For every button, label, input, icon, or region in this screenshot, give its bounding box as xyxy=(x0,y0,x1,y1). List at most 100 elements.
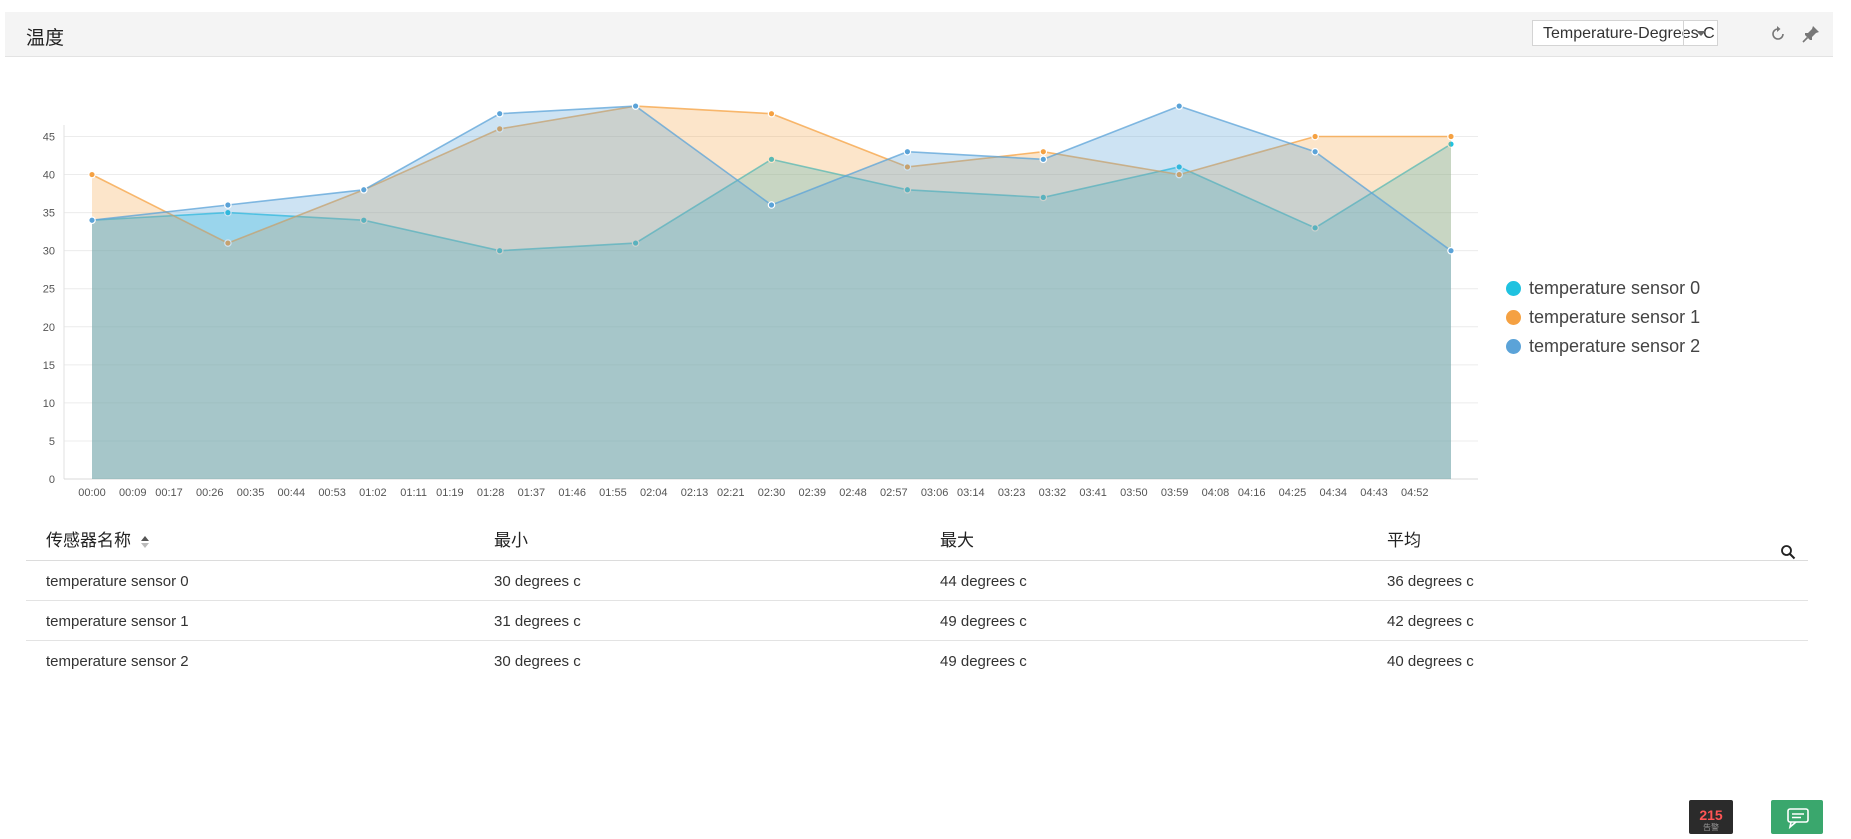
x-tick-label: 00:26 xyxy=(196,487,224,499)
column-header-avg: 平均 xyxy=(1387,531,1421,550)
cell-max: 44 degrees c xyxy=(940,573,1027,590)
x-tick-label: 02:30 xyxy=(758,487,786,499)
alarm-label: 告警 xyxy=(1703,823,1719,832)
data-point[interactable] xyxy=(224,239,232,247)
x-tick-label: 01:19 xyxy=(436,487,464,499)
data-point[interactable] xyxy=(1039,147,1048,156)
table-header-row: 传感器名称 最小 最大 平均 xyxy=(26,516,1808,561)
y-tick-label: 40 xyxy=(43,170,55,182)
y-tick-label: 30 xyxy=(43,246,55,258)
data-point[interactable] xyxy=(1447,246,1455,255)
legend-item[interactable]: temperature sensor 1 xyxy=(1506,303,1700,332)
cell-sensor-name: temperature sensor 0 xyxy=(46,573,189,590)
chevron-down-icon[interactable] xyxy=(1683,21,1717,45)
data-point[interactable] xyxy=(903,185,912,194)
data-point[interactable] xyxy=(767,155,776,164)
x-tick-label: 04:16 xyxy=(1238,487,1266,499)
sensor-stats-table: 传感器名称 最小 最大 平均 temperature sensor 0 30 d… xyxy=(26,516,1808,680)
data-point[interactable] xyxy=(495,109,504,118)
legend-label: temperature sensor 2 xyxy=(1529,336,1701,356)
x-tick-label: 00:00 xyxy=(78,487,106,499)
legend-swatch xyxy=(1506,281,1521,296)
cell-max: 49 degrees c xyxy=(940,653,1027,670)
legend-swatch xyxy=(1506,339,1521,354)
x-tick-label: 02:57 xyxy=(880,487,908,499)
data-point[interactable] xyxy=(224,201,232,209)
data-point[interactable] xyxy=(1175,163,1184,171)
table-row: temperature sensor 1 31 degrees c 49 deg… xyxy=(26,601,1808,641)
x-tick-label: 01:28 xyxy=(477,487,505,499)
data-point[interactable] xyxy=(224,208,232,217)
legend-label: temperature sensor 0 xyxy=(1529,278,1701,298)
data-point[interactable] xyxy=(88,170,96,179)
widget-header: 温度 Temperature-Degrees C xyxy=(5,12,1833,57)
data-point[interactable] xyxy=(495,246,504,255)
cell-avg: 40 degrees c xyxy=(1387,653,1474,670)
x-tick-label: 03:14 xyxy=(957,487,985,499)
y-tick-label: 10 xyxy=(43,398,55,410)
data-point[interactable] xyxy=(1311,132,1319,141)
data-point[interactable] xyxy=(767,201,776,209)
x-tick-label: 03:41 xyxy=(1079,487,1107,499)
data-point[interactable] xyxy=(1311,147,1319,156)
alarm-count-badge[interactable]: 215 告警 xyxy=(1689,800,1733,834)
legend-label: temperature sensor 1 xyxy=(1529,307,1701,327)
data-point[interactable] xyxy=(767,109,776,118)
cell-min: 30 degrees c xyxy=(494,653,581,670)
data-point[interactable] xyxy=(903,147,912,156)
cell-sensor-name: temperature sensor 1 xyxy=(46,613,189,630)
data-point[interactable] xyxy=(1175,170,1184,179)
legend-swatch xyxy=(1506,310,1521,325)
legend-item[interactable]: temperature sensor 0 xyxy=(1506,274,1700,303)
cell-avg: 36 degrees c xyxy=(1387,573,1474,590)
data-point[interactable] xyxy=(1175,102,1184,110)
series-area-2 xyxy=(92,106,1451,479)
cell-min: 31 degrees c xyxy=(494,613,581,630)
chart-legend: temperature sensor 0 temperature sensor 1… xyxy=(1506,274,1700,361)
pin-icon[interactable] xyxy=(1801,24,1821,44)
legend-item[interactable]: temperature sensor 2 xyxy=(1506,332,1700,361)
data-point[interactable] xyxy=(88,216,96,225)
x-tick-label: 03:23 xyxy=(998,487,1026,499)
unit-selector[interactable]: Temperature-Degrees C xyxy=(1532,20,1718,46)
data-point[interactable] xyxy=(631,102,640,110)
y-tick-label: 20 xyxy=(43,322,55,334)
y-tick-label: 45 xyxy=(43,132,55,144)
data-point[interactable] xyxy=(1039,193,1048,202)
column-header-sensor-name[interactable]: 传感器名称 xyxy=(46,526,150,551)
x-tick-label: 04:08 xyxy=(1202,487,1230,499)
y-tick-label: 15 xyxy=(43,360,55,372)
cell-max: 49 degrees c xyxy=(940,613,1027,630)
data-point[interactable] xyxy=(1447,140,1455,148)
y-tick-label: 25 xyxy=(43,284,55,296)
data-point[interactable] xyxy=(359,216,368,225)
x-tick-label: 01:55 xyxy=(599,487,627,499)
refresh-icon[interactable] xyxy=(1768,24,1788,44)
chat-button[interactable] xyxy=(1771,800,1823,834)
data-point[interactable] xyxy=(1039,155,1048,164)
x-tick-label: 03:59 xyxy=(1161,487,1189,499)
series-area-1 xyxy=(92,106,1451,479)
y-tick-label: 0 xyxy=(49,474,55,486)
cell-min: 30 degrees c xyxy=(494,573,581,590)
x-tick-label: 02:21 xyxy=(717,487,745,499)
x-tick-label: 02:04 xyxy=(640,487,668,499)
data-point[interactable] xyxy=(1311,224,1319,232)
alarm-count: 215 xyxy=(1699,807,1723,823)
x-tick-label: 04:52 xyxy=(1401,487,1429,499)
x-tick-label: 00:44 xyxy=(278,487,306,499)
data-point[interactable] xyxy=(903,163,912,171)
x-tick-label: 03:06 xyxy=(921,487,949,499)
x-tick-label: 01:02 xyxy=(359,487,387,499)
column-header-min: 最小 xyxy=(494,531,528,550)
data-point[interactable] xyxy=(359,185,368,194)
data-point[interactable] xyxy=(495,125,504,133)
chat-icon xyxy=(1787,808,1809,830)
column-header-max: 最大 xyxy=(940,531,974,550)
sort-icon[interactable] xyxy=(140,535,150,549)
x-tick-label: 02:48 xyxy=(839,487,867,499)
x-tick-label: 02:39 xyxy=(799,487,827,499)
data-point[interactable] xyxy=(1447,132,1455,141)
data-point[interactable] xyxy=(631,239,640,247)
search-icon[interactable] xyxy=(1780,544,1796,560)
